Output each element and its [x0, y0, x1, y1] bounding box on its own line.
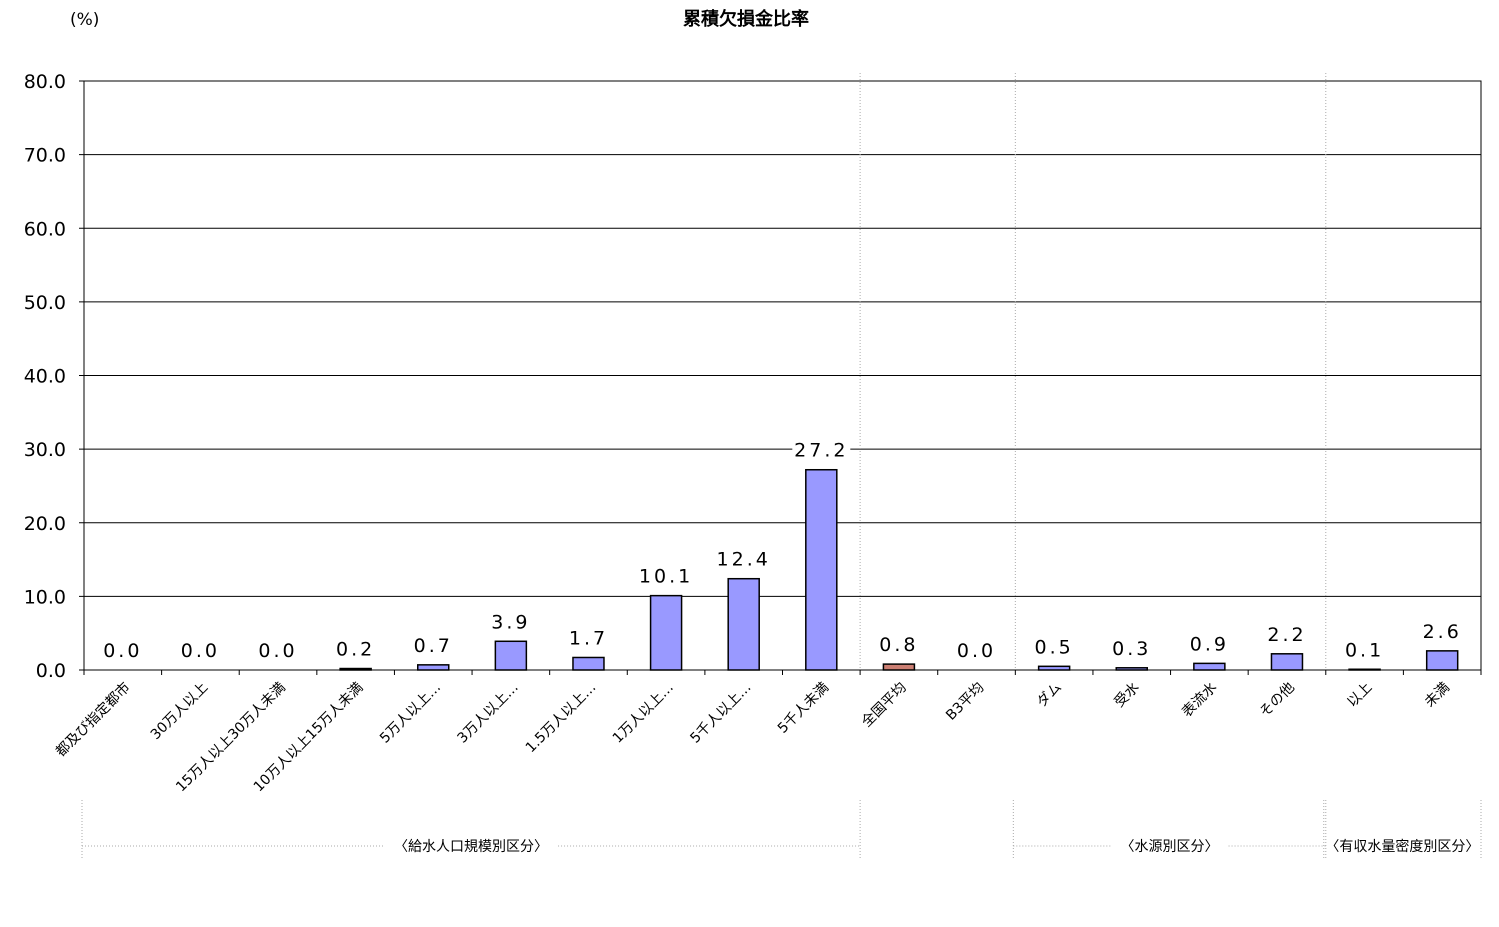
bar	[1348, 668, 1381, 671]
data-label: 12.4	[717, 549, 771, 571]
x-tick-label: その他	[1257, 680, 1298, 721]
bar	[1270, 653, 1304, 671]
data-label: 2.2	[1267, 624, 1306, 646]
data-label: 0.0	[103, 640, 142, 662]
bar	[417, 664, 450, 671]
group-label: 〈給水人口規模別区分〉	[394, 839, 548, 855]
data-label: 0.0	[258, 640, 297, 662]
x-tick-label: 3万人以上…	[455, 680, 522, 747]
x-tick-label: ダム	[1034, 680, 1065, 711]
data-label: 0.8	[879, 634, 918, 656]
y-tick-label: 60.0	[24, 218, 66, 240]
data-label: 10.1	[639, 566, 693, 588]
x-tick-label: 全国平均	[858, 679, 910, 731]
y-tick-label: 80.0	[24, 71, 66, 93]
y-tick-label: 70.0	[24, 145, 66, 167]
data-label: 0.2	[336, 639, 375, 661]
y-tick-label: 40.0	[24, 366, 66, 388]
x-tick-label: 5千人未満	[775, 680, 832, 737]
x-tick-label: 都及び指定都市	[52, 679, 133, 760]
data-label: 1.7	[569, 627, 608, 649]
data-label: 0.7	[414, 635, 453, 657]
y-tick-label: 30.0	[24, 439, 66, 461]
data-label: 0.0	[181, 640, 220, 662]
data-label: 3.9	[491, 611, 530, 633]
data-label: 27.2	[794, 440, 848, 462]
x-tick-label: 5千人以上…	[687, 680, 754, 747]
bar	[649, 594, 683, 671]
y-tick-label: 0.0	[36, 660, 66, 682]
bar	[1037, 665, 1071, 671]
bar	[494, 640, 528, 671]
bar	[1115, 667, 1148, 671]
chart-title: 累積欠損金比率	[683, 8, 809, 30]
bar	[727, 577, 760, 671]
x-tick-label: B3平均	[943, 680, 987, 724]
data-label: 0.9	[1190, 633, 1229, 655]
data-label: 0.3	[1112, 638, 1151, 660]
group-label: 〈有収水量密度別区分〉	[1325, 838, 1479, 855]
data-label: 0.1	[1345, 639, 1384, 661]
data-label: 2.6	[1423, 621, 1462, 643]
bar	[882, 663, 916, 671]
bar	[805, 468, 838, 671]
y-tick-label: 20.0	[24, 513, 66, 535]
data-label: 0.5	[1035, 636, 1074, 658]
x-tick-label: 30万人以上	[148, 680, 212, 744]
bar	[572, 656, 605, 671]
y-unit-label: (%)	[70, 10, 99, 30]
y-tick-label: 50.0	[24, 292, 66, 314]
bar	[339, 667, 372, 671]
x-tick-label: 受水	[1111, 680, 1142, 711]
group-label: 〈水源別区分〉	[1121, 839, 1219, 855]
data-label-bg	[792, 437, 851, 462]
x-tick-label: 以上	[1344, 680, 1375, 711]
x-tick-label: 未満	[1422, 680, 1453, 711]
x-tick-label: 1.5万人以上…	[523, 680, 600, 757]
x-tick-label: 表流水	[1179, 680, 1220, 721]
y-tick-label: 10.0	[24, 586, 66, 608]
x-tick-label: 1万人以上…	[610, 680, 677, 747]
bar	[1425, 650, 1459, 671]
bar	[1193, 662, 1226, 671]
x-tick-label: 5万人以上…	[377, 680, 444, 747]
data-label: 0.0	[957, 640, 996, 662]
